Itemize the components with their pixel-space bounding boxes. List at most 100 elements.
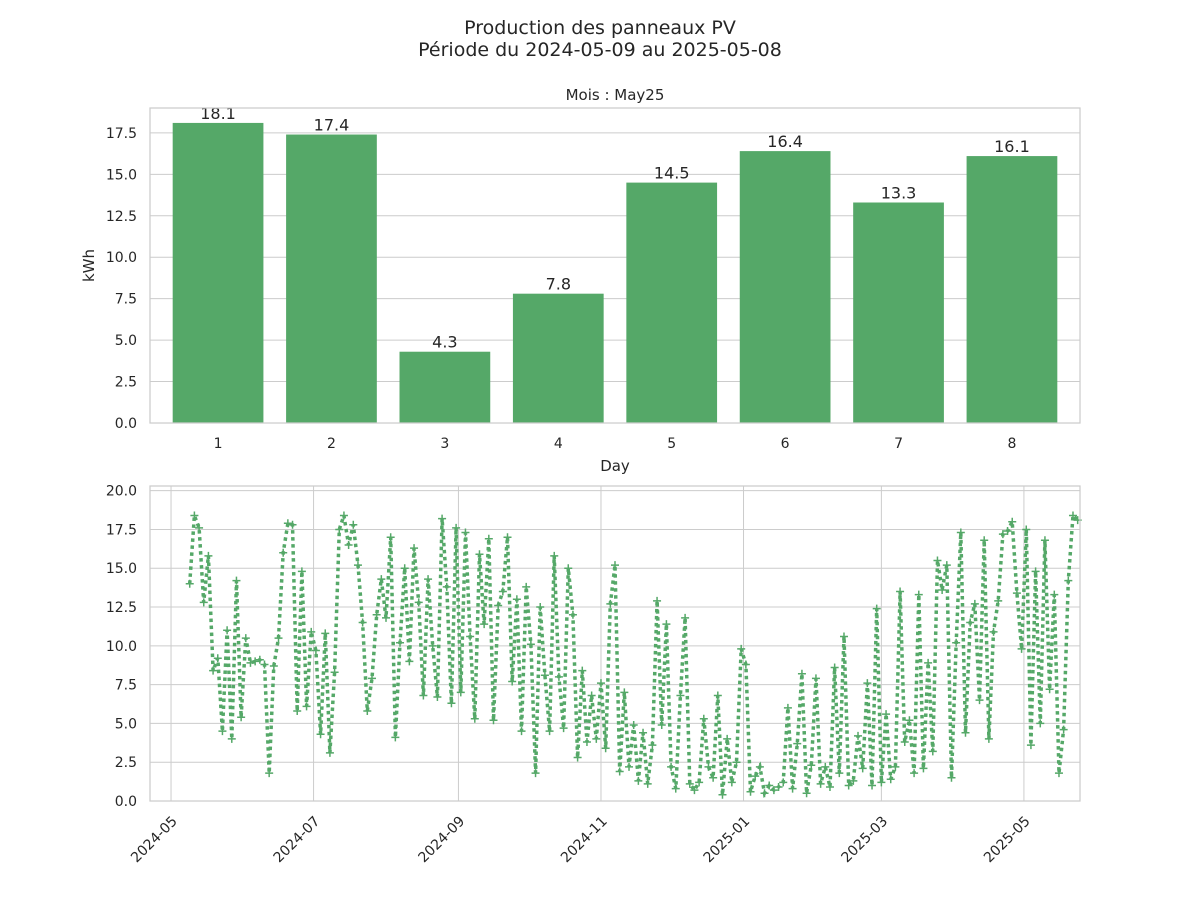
data-point-marker [353,561,362,570]
line-chart-x-tick-label: 2025-05 [981,813,1034,866]
data-point-marker [891,762,900,771]
bar-chart-y-axis-label: kWh [80,249,98,282]
data-point-marker [783,703,792,712]
bar-chart-bars [172,122,1058,424]
data-point-marker [241,634,250,643]
data-point-marker [611,561,619,570]
bar-chart-y-tick-label: 7.5 [115,292,137,308]
data-point-marker [769,786,778,795]
data-point-marker [461,528,470,537]
data-point-marker [835,769,844,778]
data-point-marker [1012,589,1021,598]
data-point-marker [321,629,330,638]
bar-chart-x-tick-label: 7 [894,436,903,452]
bar-chart-y-tick-label: 2.5 [115,375,137,391]
bar-chart-frame [149,107,1081,424]
data-point-marker [667,762,676,771]
data-point-marker [1050,590,1059,599]
data-point-marker [452,523,461,532]
bar [512,293,604,423]
data-point-marker [695,778,704,787]
data-point-marker [1068,511,1077,520]
data-point-marker [760,789,769,798]
data-point-marker [424,575,433,584]
data-point-marker [311,646,320,655]
data-point-marker [223,626,232,635]
bar-chart-y-ticks: 0.0 2.5 5.0 7.5 10.0 12.5 15.0 17.5 [106,126,137,432]
data-point-marker [1026,741,1035,750]
bar-chart-y-tick-label: 12.5 [106,209,137,225]
data-point-marker [947,773,956,782]
data-point-marker [470,714,479,723]
data-point-marker [1064,576,1073,585]
data-point-marker [302,702,311,711]
data-point-marker [410,544,419,553]
data-point-marker [199,598,208,607]
data-point-marker [573,753,582,762]
data-point-marker [615,767,624,776]
data-point-marker [1003,527,1012,535]
data-point-marker [405,657,414,666]
data-point-marker [970,599,979,608]
data-point-marker [989,627,998,636]
data-point-marker [265,769,274,778]
bar-chart-x-tick-label: 5 [667,436,676,452]
data-point-marker [428,641,437,650]
data-point-marker [559,724,568,733]
data-point-marker [400,564,409,573]
data-point-marker [718,790,727,799]
data-point-marker [980,536,989,545]
data-point-marker [653,596,662,605]
data-point-marker [545,727,554,736]
bar-value-label: 7.8 [546,275,571,294]
data-point-marker [367,674,376,683]
data-point-marker [494,601,503,610]
data-point-marker [1045,685,1054,694]
data-point-marker [1008,517,1017,526]
data-point-marker [419,691,428,700]
data-point-marker [825,783,834,792]
line-chart-x-tick-label: 2024-05 [128,813,181,866]
data-point-marker [288,520,297,529]
data-point-marker [330,668,339,677]
line-chart-grid [150,486,1080,802]
data-point-marker [629,720,638,729]
line-chart-y-tick-label: 10.0 [106,639,137,655]
data-point-marker [671,784,680,793]
production-series-line [187,511,1079,799]
data-point-marker [966,618,975,627]
data-point-marker [279,548,288,557]
timeseries-line-chart: 0.0 2.5 5.0 7.5 10.0 12.5 15.0 17.5 20.0 2024-05… [106,484,1082,866]
data-point-marker [475,550,484,559]
data-point-marker [344,540,353,549]
bar [286,134,377,424]
data-point-marker [283,519,292,528]
data-point-marker [1059,725,1068,734]
data-point-marker [839,632,848,641]
data-point-marker [526,640,535,649]
data-point-marker [195,523,204,532]
data-point-marker [335,525,344,534]
data-point-marker [872,604,881,613]
bar-chart-x-ticks: 1 2 3 4 5 6 7 8 [214,436,1017,452]
data-point-marker [550,551,559,560]
data-point-marker [984,734,993,743]
bar-chart-x-tick-label: 6 [781,436,790,452]
data-point-marker [849,776,858,785]
data-point-marker [914,590,923,599]
bar-chart-y-tick-label: 17.5 [106,126,137,142]
data-point-marker [227,734,236,743]
data-point-marker [522,582,531,591]
data-point-marker [377,575,386,584]
data-point-marker [723,734,732,743]
data-point-marker [297,567,306,576]
line-chart-markers [185,511,1082,799]
data-point-marker [442,582,451,591]
data-point-marker [657,720,666,729]
bar-value-label: 17.4 [314,116,350,135]
data-point-marker [536,603,545,612]
data-point-marker [251,657,260,666]
daily-bar-chart: 18.1 17.4 4.3 7.8 14.5 16.4 13.3 16.1 0.0 2.5 5.0… [80,86,1081,475]
data-point-marker [438,514,447,523]
